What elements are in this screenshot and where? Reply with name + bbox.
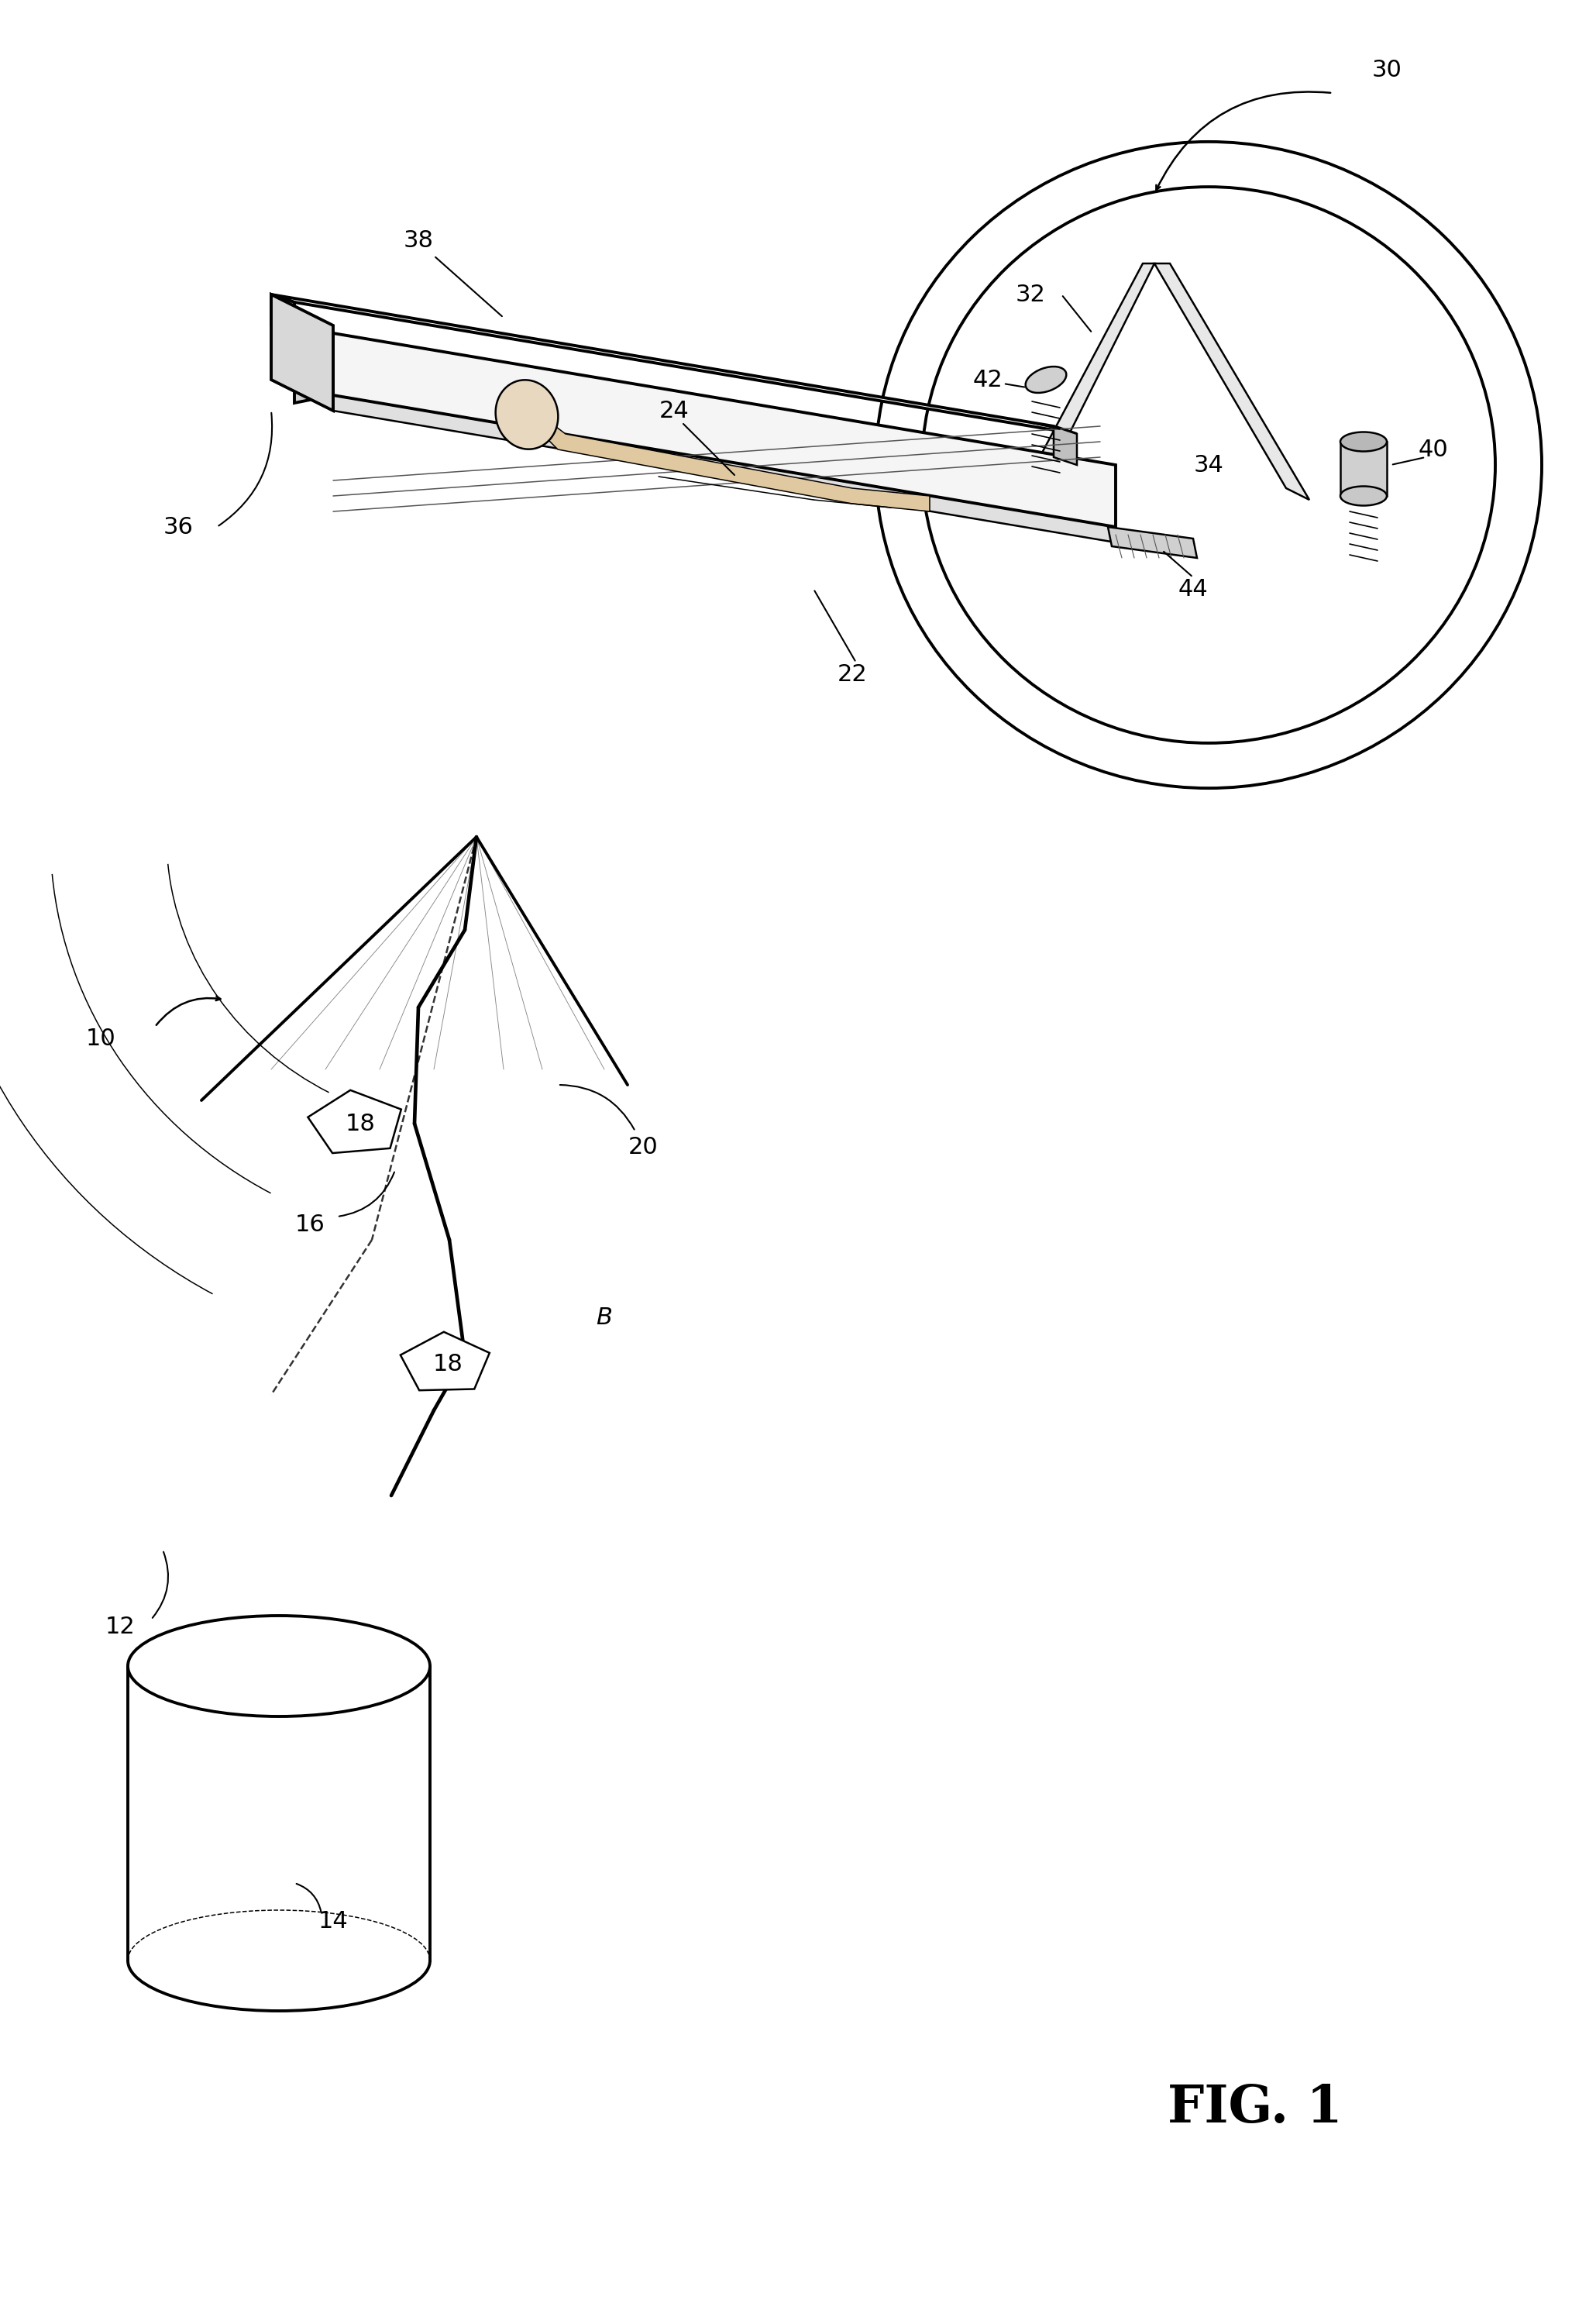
Text: 34: 34	[1194, 453, 1224, 476]
Polygon shape	[334, 333, 1116, 527]
Text: 22: 22	[838, 663, 867, 686]
Text: 20: 20	[629, 1137, 658, 1157]
Text: 10: 10	[86, 1028, 117, 1049]
Polygon shape	[271, 293, 1077, 434]
Text: 14: 14	[318, 1910, 348, 1933]
Polygon shape	[334, 395, 1116, 543]
Polygon shape	[1053, 427, 1077, 464]
Polygon shape	[128, 1666, 429, 1961]
Polygon shape	[1015, 263, 1154, 511]
Ellipse shape	[876, 141, 1542, 788]
Polygon shape	[271, 293, 294, 333]
Text: 44: 44	[1178, 578, 1208, 601]
Polygon shape	[1341, 441, 1387, 497]
Text: 12: 12	[105, 1617, 136, 1638]
Polygon shape	[294, 333, 334, 402]
Polygon shape	[401, 1333, 490, 1391]
Ellipse shape	[922, 187, 1495, 744]
Text: FIG. 1: FIG. 1	[1168, 2084, 1342, 2132]
Polygon shape	[271, 293, 334, 411]
Text: 30: 30	[1371, 58, 1401, 81]
Text: 18: 18	[345, 1113, 375, 1134]
Text: 18: 18	[433, 1354, 463, 1374]
Text: 32: 32	[1015, 284, 1045, 305]
Text: B: B	[597, 1305, 613, 1328]
Ellipse shape	[1341, 485, 1387, 506]
Text: 40: 40	[1419, 439, 1448, 460]
Text: 42: 42	[974, 370, 1002, 390]
Ellipse shape	[1341, 432, 1387, 450]
Polygon shape	[308, 1090, 401, 1153]
Text: 36: 36	[163, 515, 193, 538]
Text: 38: 38	[404, 229, 434, 252]
Polygon shape	[1108, 527, 1197, 559]
Ellipse shape	[496, 379, 559, 448]
Text: 24: 24	[659, 400, 689, 423]
Text: 16: 16	[295, 1213, 326, 1236]
Ellipse shape	[128, 1615, 429, 1716]
Polygon shape	[543, 423, 930, 511]
Ellipse shape	[1026, 367, 1066, 393]
Polygon shape	[1154, 263, 1309, 499]
